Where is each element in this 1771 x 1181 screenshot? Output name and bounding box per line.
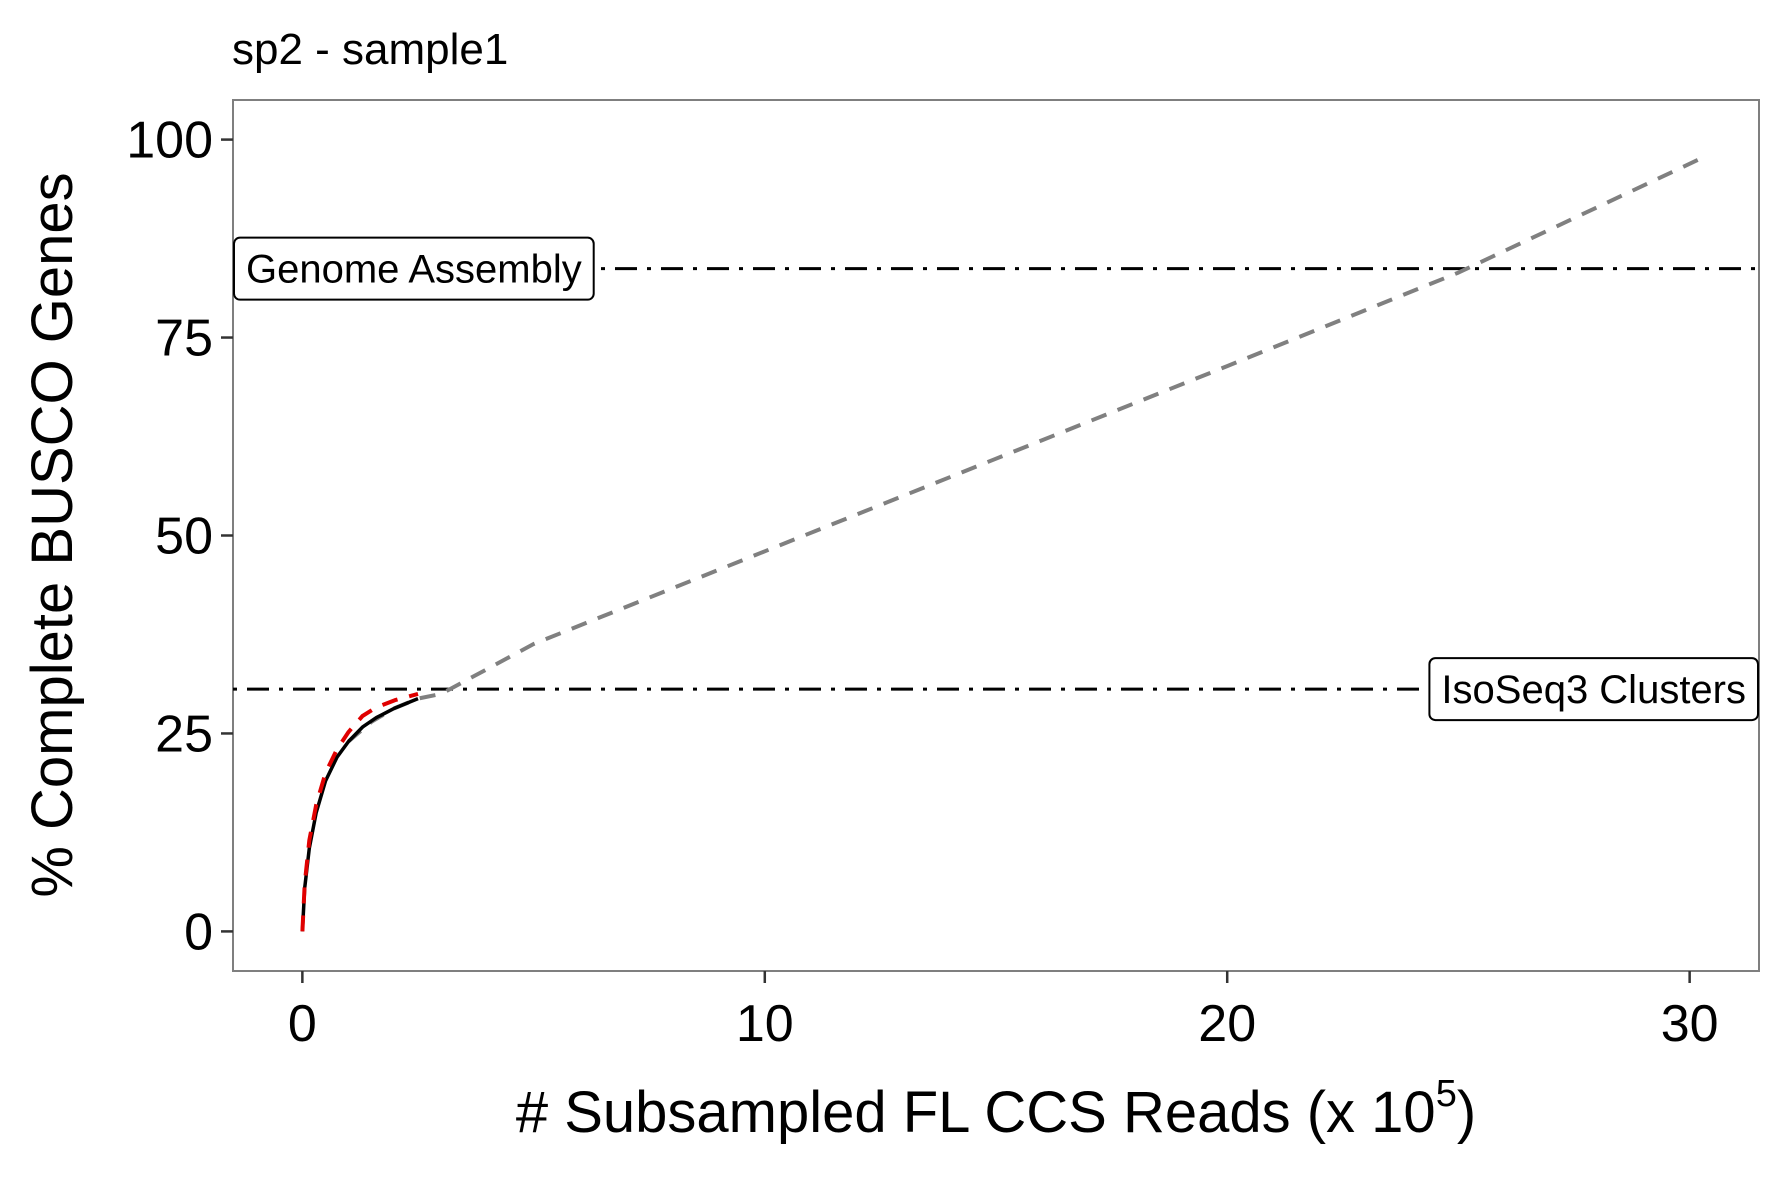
reference-labels: Genome Assembly IsoSeq3 Clusters	[233, 236, 1759, 722]
reference-label-box	[233, 236, 595, 301]
plot-panel	[232, 99, 1760, 972]
y-axis-label: % Complete BUSCO Genes	[20, 172, 85, 897]
x-axis-label-end: )	[1457, 1080, 1476, 1145]
y-tick-label: 25	[155, 705, 213, 763]
x-axis-label-superscript: 5	[1436, 1073, 1457, 1115]
x-tick-label: 0	[288, 995, 317, 1053]
reference-label: Genome Assembly	[233, 236, 595, 301]
x-tick-label: 20	[1198, 995, 1256, 1053]
reference-label-text: IsoSeq3 Clusters	[1441, 668, 1746, 712]
x-tick-label: 30	[1661, 995, 1719, 1053]
x-axis-label-main: # Subsampled FL CCS Reads (x 10	[516, 1080, 1436, 1145]
series-line	[300, 691, 419, 932]
x-tick-label: 10	[736, 995, 794, 1053]
x-axis: 0 10 20 30	[288, 971, 1719, 1053]
y-axis: 0 25 50 75 100	[126, 112, 233, 961]
series-layer	[300, 157, 1700, 932]
reference-label-text: Genome Assembly	[246, 248, 582, 292]
series-line	[347, 157, 1700, 743]
y-tick-label: 100	[126, 112, 213, 170]
x-axis-label: # Subsampled FL CCS Reads (x 105)	[516, 1073, 1476, 1145]
reference-label: IsoSeq3 Clusters	[1428, 657, 1759, 722]
reference-label-box	[1428, 657, 1759, 722]
y-tick-label: 75	[155, 310, 213, 368]
chart-title: sp2 - sample1	[232, 25, 508, 74]
y-tick-label: 0	[184, 903, 213, 961]
y-tick-label: 50	[155, 508, 213, 566]
